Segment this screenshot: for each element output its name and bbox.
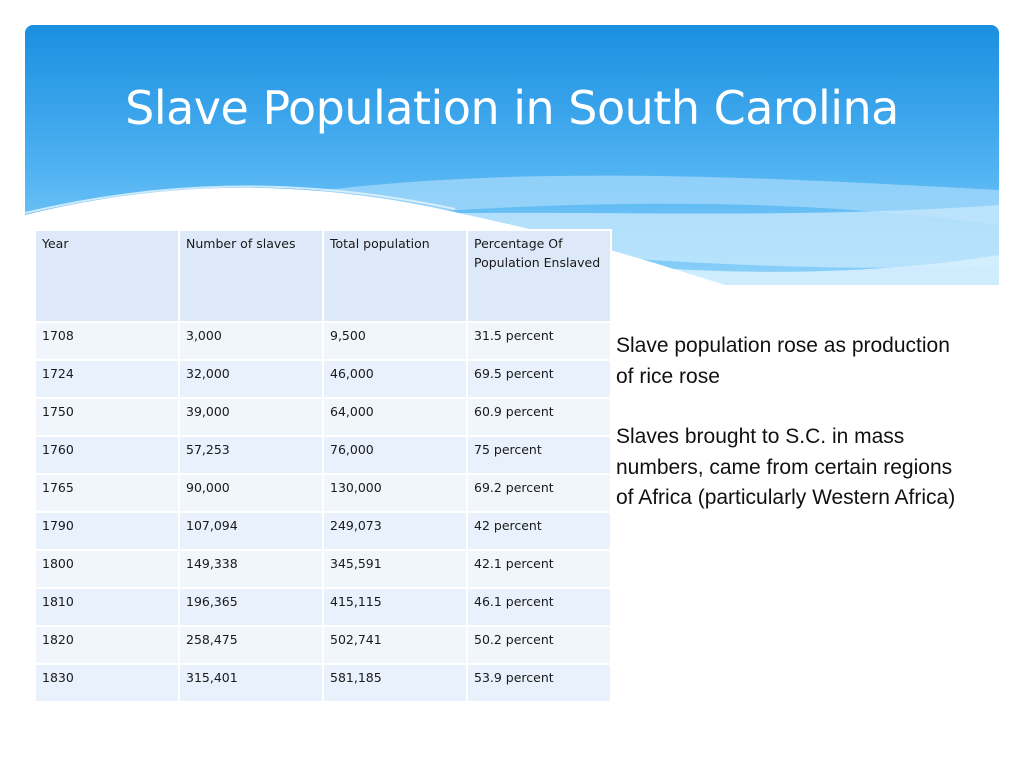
notes-text-block: Slave population rose as production of r…	[616, 331, 966, 544]
cell-year: 1750	[34, 397, 180, 437]
cell-slaves: 90,000	[178, 473, 324, 513]
cell-year: 1790	[34, 511, 180, 551]
cell-year: 1830	[34, 663, 180, 703]
cell-total: 345,591	[322, 549, 468, 589]
cell-total: 64,000	[322, 397, 468, 437]
cell-slaves: 149,338	[178, 549, 324, 589]
header-total-population: Total population	[322, 229, 468, 323]
cell-slaves: 107,094	[178, 511, 324, 551]
table-row: 1830 315,401 581,185 53.9 percent	[34, 663, 612, 703]
cell-slaves: 3,000	[178, 321, 324, 361]
table-row: 1820 258,475 502,741 50.2 percent	[34, 625, 612, 665]
cell-total: 9,500	[322, 321, 468, 361]
header-percentage-enslaved: Percentage Of Population Enslaved	[466, 229, 612, 323]
cell-total: 76,000	[322, 435, 468, 475]
cell-total: 130,000	[322, 473, 468, 513]
cell-total: 502,741	[322, 625, 468, 665]
note-african-origins: Slaves brought to S.C. in mass numbers, …	[616, 425, 956, 509]
table-row: 1724 32,000 46,000 69.5 percent	[34, 359, 612, 399]
cell-year: 1800	[34, 549, 180, 589]
table-row: 1790 107,094 249,073 42 percent	[34, 511, 612, 551]
table-header-row: Year Number of slaves Total population P…	[34, 229, 612, 323]
cell-total: 581,185	[322, 663, 468, 703]
table-row: 1810 196,365 415,115 46.1 percent	[34, 587, 612, 627]
slide-title: Slave Population in South Carolina	[125, 81, 899, 135]
population-table: Year Number of slaves Total population P…	[34, 229, 612, 703]
table-row: 1765 90,000 130,000 69.2 percent	[34, 473, 612, 513]
cell-total: 415,115	[322, 587, 468, 627]
table-row: 1708 3,000 9,500 31.5 percent	[34, 321, 612, 361]
cell-year: 1760	[34, 435, 180, 475]
cell-percentage: 60.9 percent	[466, 397, 612, 437]
cell-slaves: 39,000	[178, 397, 324, 437]
cell-percentage: 31.5 percent	[466, 321, 612, 361]
cell-year: 1708	[34, 321, 180, 361]
cell-slaves: 57,253	[178, 435, 324, 475]
cell-percentage: 75 percent	[466, 435, 612, 475]
cell-slaves: 196,365	[178, 587, 324, 627]
cell-year: 1810	[34, 587, 180, 627]
cell-year: 1820	[34, 625, 180, 665]
table-row: 1750 39,000 64,000 60.9 percent	[34, 397, 612, 437]
header-number-of-slaves: Number of slaves	[178, 229, 324, 323]
note-rice-production: Slave population rose as production of r…	[616, 334, 950, 388]
cell-total: 249,073	[322, 511, 468, 551]
header-year: Year	[34, 229, 180, 323]
cell-percentage: 53.9 percent	[466, 663, 612, 703]
cell-percentage: 69.2 percent	[466, 473, 612, 513]
cell-slaves: 258,475	[178, 625, 324, 665]
table-row: 1800 149,338 345,591 42.1 percent	[34, 549, 612, 589]
cell-percentage: 69.5 percent	[466, 359, 612, 399]
cell-total: 46,000	[322, 359, 468, 399]
cell-year: 1765	[34, 473, 180, 513]
population-table-container: Year Number of slaves Total population P…	[34, 229, 612, 703]
cell-percentage: 50.2 percent	[466, 625, 612, 665]
cell-slaves: 315,401	[178, 663, 324, 703]
cell-year: 1724	[34, 359, 180, 399]
table-row: 1760 57,253 76,000 75 percent	[34, 435, 612, 475]
cell-percentage: 42.1 percent	[466, 549, 612, 589]
cell-slaves: 32,000	[178, 359, 324, 399]
cell-percentage: 46.1 percent	[466, 587, 612, 627]
cell-percentage: 42 percent	[466, 511, 612, 551]
